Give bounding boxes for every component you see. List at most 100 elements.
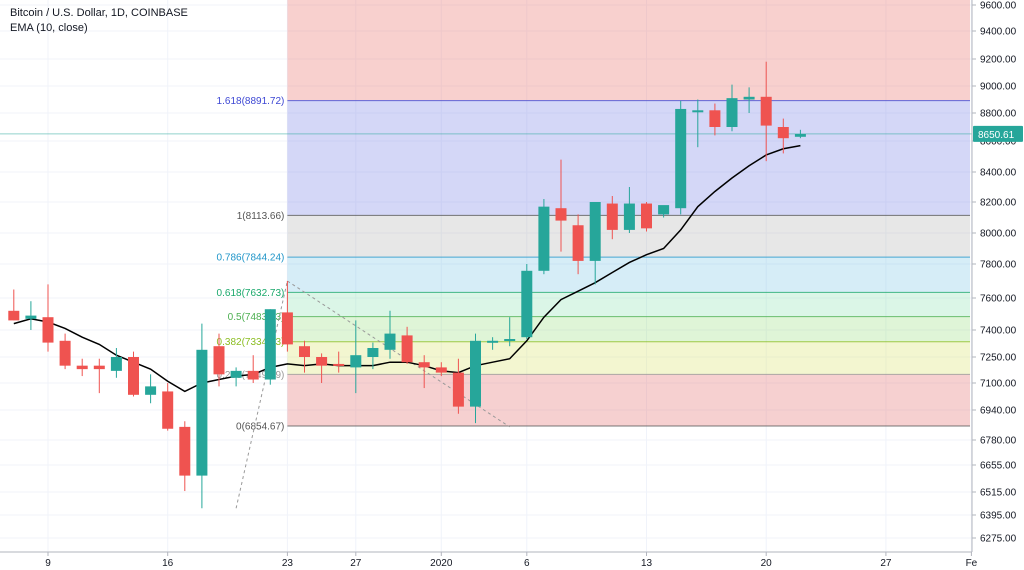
price-tick-label: 8600.00 [980, 137, 1017, 148]
candle-body [487, 340, 499, 343]
price-tick-label: 7250.00 [980, 353, 1017, 364]
candle-body [384, 333, 396, 350]
candle-body [521, 270, 533, 338]
candle-body [281, 312, 293, 345]
time-tick-label: 6 [524, 558, 530, 569]
time-axis-bg [0, 552, 1024, 570]
candle-body [145, 386, 157, 395]
fib-zone [287, 316, 970, 342]
time-tick-label: 13 [641, 558, 653, 569]
price-tick-label: 9600.00 [980, 1, 1017, 12]
fib-level-label: 0.5(7483.73) [228, 312, 285, 323]
fib-level-label: 0.786(7844.24) [217, 253, 285, 264]
candle-body [675, 108, 687, 209]
candle-body [760, 96, 772, 126]
price-tick-label: 7400.00 [980, 326, 1017, 337]
fib-trend-line [287, 280, 510, 428]
candle-body [538, 206, 550, 271]
fib-zone [287, 341, 970, 375]
candle-body [418, 362, 430, 368]
candle-body [247, 370, 259, 380]
time-tick-label: 27 [350, 558, 362, 569]
price-tick-label: 6780.00 [980, 436, 1017, 447]
candle-body [452, 372, 464, 407]
candle-body [333, 363, 345, 366]
time-tick-label: 9 [45, 558, 51, 569]
candle-body [777, 127, 789, 139]
price-tick-label: 8400.00 [980, 168, 1017, 179]
candle-body [213, 346, 225, 375]
candle-body [572, 225, 584, 261]
price-tick-label: 7800.00 [980, 260, 1017, 271]
current-price-badge [973, 125, 1023, 142]
current-price-label: 8650.61 [978, 130, 1015, 141]
candle-body [606, 203, 618, 230]
fib-trend-line [235, 280, 288, 509]
time-tick-label: 2020 [430, 558, 453, 569]
fib-level-label: 0.382(7334.73) [217, 337, 285, 348]
candle-body [623, 203, 635, 230]
candle-body [93, 365, 105, 370]
price-tick-label: 6655.00 [980, 461, 1017, 472]
candle-body [692, 110, 704, 113]
candle-body [470, 340, 481, 407]
fib-level-label: 0(6854.67) [236, 421, 284, 432]
candle-body [8, 310, 20, 321]
candle-body [401, 335, 413, 363]
price-tick-label: 6275.00 [980, 534, 1017, 545]
fib-level-label: 1.618(8891.72) [217, 96, 285, 107]
time-tick-label: 27 [880, 558, 892, 569]
candle-body [555, 208, 567, 221]
candle-body [59, 340, 71, 366]
candle-body [299, 346, 310, 357]
symbol-title: Bitcoin / U.S. Dollar, 1D, COINBASE [10, 7, 188, 19]
fib-zone [287, 374, 970, 426]
fib-zone [287, 292, 970, 317]
candle-body [162, 391, 174, 429]
time-tick-label: Fe [966, 558, 978, 569]
fib-zone [287, 0, 970, 101]
candle-body [641, 203, 652, 229]
time-tick-label: 16 [162, 558, 174, 569]
price-tick-label: 8800.00 [980, 109, 1017, 120]
price-tick-label: 7100.00 [980, 379, 1017, 390]
candle-body [504, 339, 516, 341]
price-tick-label: 9200.00 [980, 55, 1017, 66]
price-tick-label: 9000.00 [980, 82, 1017, 93]
price-tick-label: 8000.00 [980, 229, 1017, 240]
fib-level-label: 0.618(7632.73) [217, 288, 285, 299]
price-tick-label: 9400.00 [980, 27, 1017, 38]
candle-body [350, 355, 362, 368]
candle-body [25, 315, 37, 319]
price-tick-label: 6395.00 [980, 511, 1017, 522]
price-tick-label: 6515.00 [980, 488, 1017, 499]
time-tick-label: 23 [282, 558, 294, 569]
candle-body [589, 202, 601, 261]
candle-body [196, 349, 208, 476]
price-tick-label: 7600.00 [980, 294, 1017, 305]
candle-body [658, 205, 670, 215]
price-axis-bg [972, 0, 1024, 570]
chart-legend: Bitcoin / U.S. Dollar, 1D, COINBASE EMA … [10, 6, 188, 36]
fib-level-label: 1(8113.66) [237, 211, 285, 222]
indicator-label: EMA (10, close) [10, 22, 88, 34]
candle-body [76, 365, 88, 370]
price-tick-label: 6940.00 [980, 406, 1017, 417]
candle-body [110, 357, 122, 371]
price-tick-label: 8200.00 [980, 198, 1017, 209]
candle-body [726, 98, 738, 127]
candle-body [367, 348, 379, 357]
candle-body [435, 367, 447, 373]
candle-body [42, 317, 54, 343]
candle-body [128, 357, 139, 395]
candle-body [794, 134, 806, 137]
candle-body [264, 309, 276, 380]
candle-body [709, 110, 721, 127]
candle-body [179, 426, 191, 476]
candle-body [316, 357, 328, 366]
candle-body [743, 96, 755, 100]
candle-body [230, 370, 242, 378]
fib-zone [287, 100, 970, 216]
